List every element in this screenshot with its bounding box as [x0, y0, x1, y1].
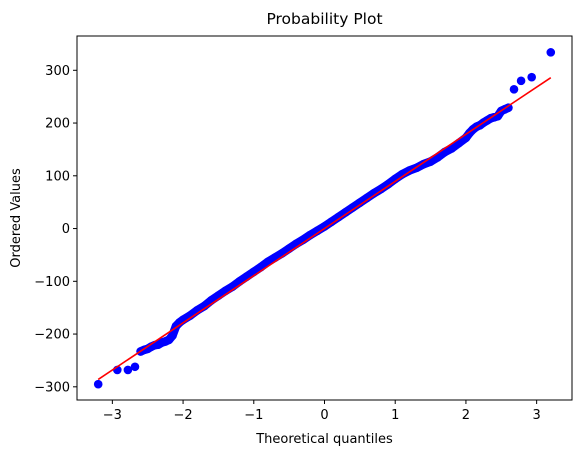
data-point	[527, 72, 536, 82]
y-tick-label: 200	[45, 117, 70, 132]
y-tick-label: −100	[34, 275, 70, 290]
y-tick-label: 100	[45, 169, 70, 184]
data-point	[383, 179, 393, 189]
data-point	[509, 84, 519, 94]
fit-line	[97, 77, 552, 381]
data-point	[397, 169, 407, 179]
data-point	[390, 174, 400, 184]
y-tick-label: 0	[62, 222, 70, 237]
x-tick-label: −1	[244, 408, 263, 423]
data-point	[362, 193, 372, 203]
chart-title: Probability Plot	[266, 10, 382, 28]
data-point	[327, 217, 336, 226]
x-tick-label: 2	[462, 408, 470, 423]
data-point	[199, 301, 209, 311]
data-point	[348, 203, 358, 212]
data-point	[376, 184, 386, 194]
y-tick-label: 300	[45, 64, 70, 79]
y-tick-label: −300	[34, 380, 70, 395]
data-point	[369, 188, 379, 198]
x-tick-label: −2	[173, 408, 192, 423]
x-tick-label: 3	[533, 408, 541, 423]
plot-area	[93, 48, 556, 389]
data-point	[355, 198, 365, 208]
data-point	[123, 365, 133, 375]
data-point	[130, 362, 140, 372]
data-point	[334, 212, 343, 222]
y-axis: −300 −200 −100 0 100 200 300	[34, 64, 77, 395]
data-point	[313, 226, 322, 235]
x-axis: −3 −2 −1 0 1 2 3	[103, 400, 541, 423]
x-axis-label: Theoretical quantiles	[255, 432, 393, 447]
x-tick-label: 1	[391, 408, 399, 423]
data-point	[447, 144, 457, 153]
x-tick-label: 0	[320, 408, 328, 423]
data-point	[93, 379, 103, 389]
data-point	[168, 331, 177, 340]
data-point	[185, 311, 195, 320]
data-point	[504, 103, 513, 113]
data-point	[341, 207, 351, 217]
y-axis-label: Ordered Values	[9, 168, 24, 268]
x-tick-label: −3	[103, 408, 122, 423]
data-point	[516, 76, 526, 86]
y-tick-label: −200	[34, 328, 70, 343]
data-point	[320, 222, 329, 231]
data-point	[546, 48, 556, 57]
